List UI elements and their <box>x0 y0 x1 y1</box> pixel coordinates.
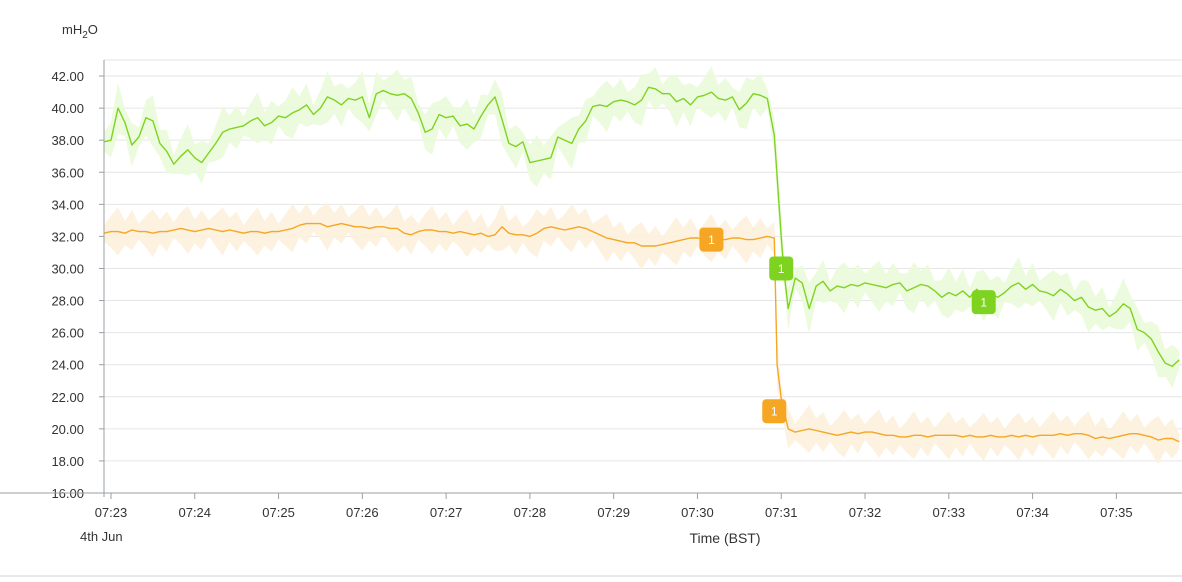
x-tick-label: 07:29 <box>597 505 630 520</box>
y-tick-label: 32.00 <box>51 229 84 244</box>
y-tick-label: 26.00 <box>51 326 84 341</box>
x-axis-date-label: 4th Jun <box>80 529 123 544</box>
series-line-green <box>103 86 1180 367</box>
flag-badge <box>762 399 787 424</box>
x-tick-label: 07:35 <box>1100 505 1133 520</box>
annotation-flag-green[interactable]: 1 <box>971 290 996 315</box>
y-tick-label: 42.00 <box>51 69 84 84</box>
y-axis-unit: mH2O <box>62 22 98 41</box>
x-tick-label: 07:28 <box>514 505 547 520</box>
y-tick-label: 30.00 <box>51 261 84 276</box>
annotation-flag-green[interactable]: 1 <box>769 256 794 281</box>
flag-badge <box>769 256 794 281</box>
y-tick-label: 36.00 <box>51 165 84 180</box>
flag-label: 1 <box>771 405 778 419</box>
x-tick-label: 07:33 <box>933 505 966 520</box>
x-tick-label: 07:24 <box>178 505 211 520</box>
y-tick-label: 22.00 <box>51 390 84 405</box>
x-tick-label: 07:32 <box>849 505 882 520</box>
x-axis-title: Time (BST) <box>689 530 760 546</box>
y-tick-label: 28.00 <box>51 294 84 309</box>
flag-badge <box>971 290 996 315</box>
annotation-flags[interactable]: 1 1 1 1 <box>699 227 996 424</box>
flag-label: 1 <box>778 262 785 276</box>
series-line-orange <box>103 222 1180 443</box>
annotation-flag-orange[interactable]: 1 <box>762 399 787 424</box>
series-lines <box>103 86 1180 443</box>
y-tick-label: 18.00 <box>51 454 84 469</box>
x-tick-label: 07:31 <box>765 505 798 520</box>
x-tick-label: 07:25 <box>262 505 295 520</box>
flag-badge <box>699 227 724 252</box>
x-tick-label: 07:34 <box>1016 505 1049 520</box>
series-band-green <box>104 66 1180 389</box>
y-tick-label: 20.00 <box>51 422 84 437</box>
annotation-flag-orange[interactable]: 1 <box>699 227 724 252</box>
x-tick-label: 07:23 <box>95 505 128 520</box>
x-tick-label: 07:27 <box>430 505 463 520</box>
y-tick-label: 24.00 <box>51 358 84 373</box>
y-tick-label: 38.00 <box>51 133 84 148</box>
x-tick-label: 07:26 <box>346 505 379 520</box>
flag-label: 1 <box>980 296 987 310</box>
x-tick-label: 07:30 <box>681 505 714 520</box>
y-tick-label: 40.00 <box>51 101 84 116</box>
y-tick-label: 34.00 <box>51 197 84 212</box>
axes: 16.0018.0020.0022.0024.0026.0028.0030.00… <box>0 60 1182 577</box>
series-band-orange <box>104 202 1180 465</box>
flag-label: 1 <box>708 233 715 247</box>
